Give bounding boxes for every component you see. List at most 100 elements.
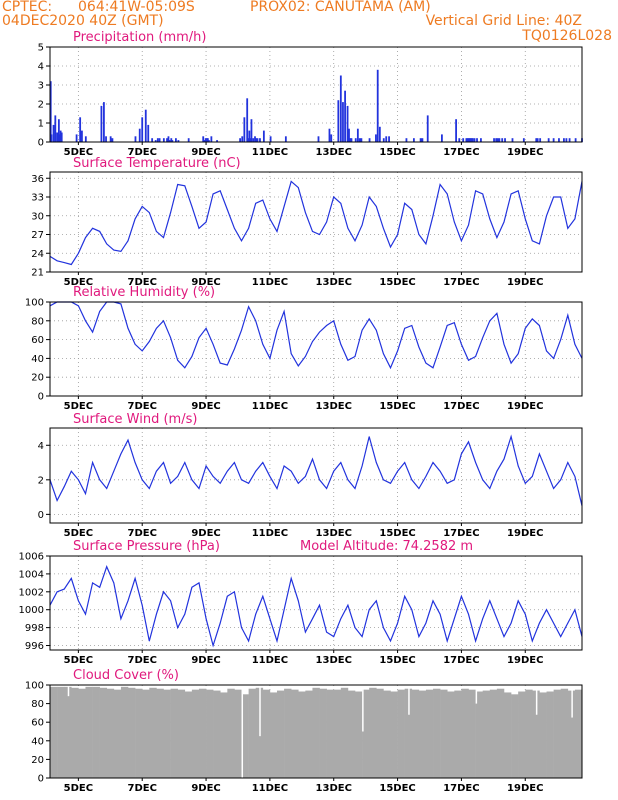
cloud-bar xyxy=(496,688,505,778)
precip-bar xyxy=(342,102,344,142)
data-point xyxy=(510,622,512,624)
precip-bar xyxy=(79,117,82,142)
precip-bar xyxy=(59,130,62,142)
data-point xyxy=(156,230,157,232)
x-tick-label: 13DEC xyxy=(316,528,352,539)
x-tick-label: 5DEC xyxy=(64,401,93,412)
data-point xyxy=(453,322,455,324)
data-point xyxy=(382,479,384,481)
precip-bar xyxy=(421,138,424,142)
precip-bar xyxy=(248,130,251,142)
series-line xyxy=(49,180,583,266)
data-point xyxy=(212,475,214,477)
data-point xyxy=(574,475,576,477)
precip-bar xyxy=(75,134,78,142)
data-point xyxy=(539,453,540,455)
precip-bar xyxy=(412,138,415,142)
precip-bar xyxy=(469,138,472,142)
precip-bar xyxy=(206,138,209,142)
cloud-bar xyxy=(333,689,342,778)
data-point xyxy=(361,636,363,637)
precip-bar xyxy=(50,134,53,142)
data-point xyxy=(248,306,250,308)
data-point xyxy=(234,462,235,463)
data-point xyxy=(361,329,363,331)
data-point xyxy=(368,318,370,320)
data-point xyxy=(411,479,413,481)
precip-bar xyxy=(269,136,272,142)
y-tick-label: 998 xyxy=(25,623,44,634)
data-point xyxy=(375,329,377,331)
y-tick-label: 40 xyxy=(31,736,44,747)
data-point xyxy=(425,622,427,624)
precip-bar xyxy=(250,119,253,142)
data-point xyxy=(106,566,108,568)
cloud-bar xyxy=(404,688,413,778)
data-point xyxy=(475,356,476,357)
precip-bar xyxy=(49,81,52,142)
cloud-bar xyxy=(461,688,469,778)
precip-bar xyxy=(203,140,206,142)
precip-bar xyxy=(175,138,177,142)
data-point xyxy=(92,331,93,333)
precip-bar xyxy=(56,132,58,142)
cloud-bar xyxy=(369,687,377,778)
data-point xyxy=(439,613,441,615)
data-point xyxy=(574,343,576,345)
precip-bar xyxy=(337,100,340,142)
data-point xyxy=(368,436,370,438)
data-point xyxy=(99,311,101,312)
data-point xyxy=(567,227,569,229)
precip-bar xyxy=(84,136,87,142)
data-point xyxy=(326,488,328,489)
data-point xyxy=(404,462,406,463)
y-tick-label: 2 xyxy=(38,475,44,486)
data-point xyxy=(524,482,526,484)
data-point xyxy=(425,243,427,245)
cloud-bar xyxy=(149,687,157,778)
x-tick-label: 15DEC xyxy=(379,528,415,539)
data-point xyxy=(354,488,356,489)
precip-bar xyxy=(105,136,107,142)
y-tick-label: 20 xyxy=(31,755,44,766)
data-point xyxy=(212,343,214,345)
data-point xyxy=(446,482,448,484)
cloud-bar xyxy=(142,689,150,778)
cloud-bar xyxy=(482,690,491,778)
x-tick-label: 11DEC xyxy=(252,401,288,412)
precip-bar xyxy=(147,124,150,142)
cloud-bar xyxy=(213,690,221,778)
precip-bar xyxy=(558,138,560,142)
data-point xyxy=(517,465,519,467)
data-point xyxy=(432,462,434,463)
data-point xyxy=(92,227,93,229)
data-point xyxy=(503,221,505,223)
data-point xyxy=(354,356,356,357)
x-tick-label: 7DEC xyxy=(127,783,156,794)
data-point xyxy=(205,221,207,223)
data-point xyxy=(517,190,519,192)
data-point xyxy=(397,350,398,352)
data-point xyxy=(184,185,186,187)
header-location: PROX02: CANUTAMA (AM) xyxy=(250,0,431,15)
data-point xyxy=(148,212,150,214)
precip-bar xyxy=(259,138,261,142)
precip-bar xyxy=(57,119,60,142)
plot-frame xyxy=(49,301,583,397)
data-point xyxy=(304,356,306,357)
data-point xyxy=(312,341,313,342)
data-point xyxy=(326,631,328,633)
x-tick-label: 15DEC xyxy=(379,277,415,288)
x-tick-label: 17DEC xyxy=(443,528,479,539)
data-point xyxy=(269,475,271,477)
data-point xyxy=(56,260,58,262)
precip-bar xyxy=(458,138,461,142)
x-tick-label: 11DEC xyxy=(252,277,288,288)
data-point xyxy=(85,613,86,615)
y-tick-label: 100 xyxy=(25,681,44,692)
cloud-bar xyxy=(291,689,299,778)
x-tick-label: 5DEC xyxy=(64,528,93,539)
precip-bar xyxy=(202,136,205,142)
data-point xyxy=(361,465,363,467)
cloud-bar xyxy=(206,689,214,778)
